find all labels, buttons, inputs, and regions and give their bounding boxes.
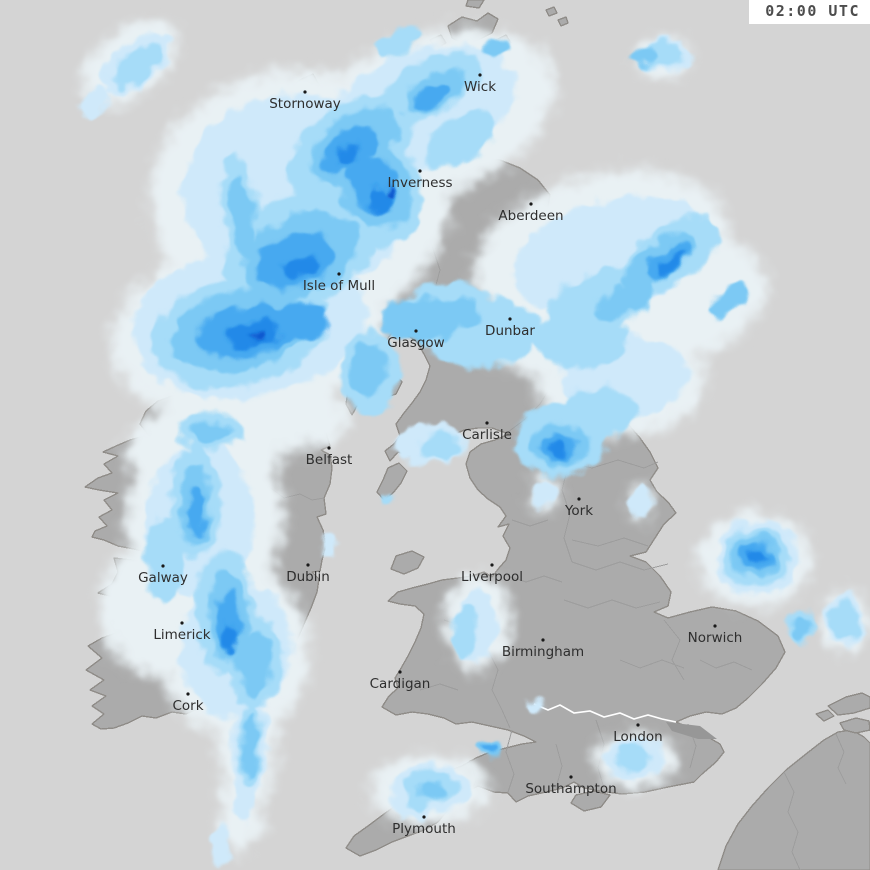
city-label: Inverness (387, 175, 452, 191)
city-label: Cork (172, 698, 203, 714)
city-dot (529, 202, 533, 206)
city-dot (303, 90, 307, 94)
precip-intensity-5 (223, 144, 765, 655)
city-marker-cork: Cork (172, 692, 204, 714)
city-dot (327, 446, 331, 450)
city-dot (490, 563, 494, 567)
city-label: Liverpool (461, 569, 523, 585)
city-marker-carlisle: Carlisle (462, 421, 512, 443)
city-label: Wick (464, 79, 496, 95)
precipitation-layer (79, 18, 869, 867)
city-marker-norwich: Norwich (688, 624, 743, 646)
city-marker-dublin: Dublin (286, 563, 330, 585)
isle-of-wight (570, 790, 611, 812)
anglesey (390, 550, 425, 575)
city-dot (180, 621, 184, 625)
city-dot (541, 638, 545, 642)
city-label: Limerick (153, 627, 210, 643)
city-label: Glasgow (387, 335, 444, 351)
city-label: York (564, 503, 593, 519)
city-marker-cardigan: Cardigan (370, 670, 431, 692)
city-label: Aberdeen (498, 208, 563, 224)
city-marker-plymouth: Plymouth (392, 815, 456, 837)
isle-of-man (376, 462, 408, 501)
precip-intensity-6 (252, 185, 394, 342)
city-label: Isle of Mull (303, 278, 375, 294)
city-marker-inverness: Inverness (387, 169, 453, 191)
city-dot (418, 169, 422, 173)
city-marker-southampton: Southampton (525, 775, 617, 797)
city-dot (414, 329, 418, 333)
continental-europe (717, 729, 870, 870)
city-label: Cardigan (370, 676, 431, 692)
city-dot (337, 272, 341, 276)
city-dot (569, 775, 573, 779)
city-marker-aberdeen: Aberdeen (498, 202, 564, 224)
thames-estuary (666, 722, 717, 739)
city-label: Norwich (688, 630, 743, 646)
city-dot (577, 497, 581, 501)
city-dot (636, 723, 640, 727)
city-label: Birmingham (502, 644, 584, 660)
city-label: Dunbar (485, 323, 535, 339)
city-dot (508, 317, 512, 321)
precip-intensity-4 (187, 84, 773, 755)
city-dot (306, 563, 310, 567)
city-marker-liverpool: Liverpool (461, 563, 523, 585)
city-marker-isle-of-mull: Isle of Mull (303, 272, 375, 294)
city-dot (485, 421, 489, 425)
city-marker-galway: Galway (138, 564, 188, 586)
city-label: Southampton (525, 781, 616, 797)
city-label: Galway (138, 570, 188, 586)
city-marker-stornoway: Stornoway (269, 90, 341, 112)
city-label: Dublin (286, 569, 330, 585)
city-dot (713, 624, 717, 628)
city-label: Stornoway (269, 96, 341, 112)
city-marker-belfast: Belfast (306, 446, 353, 468)
city-marker-dunbar: Dunbar (485, 317, 535, 339)
city-label: Carlisle (462, 427, 512, 443)
thames-river (533, 703, 677, 723)
city-marker-london: London (613, 723, 663, 745)
city-label: London (613, 729, 663, 745)
city-dot (478, 73, 482, 77)
city-layer: Stornoway Wick Inverness Aberdeen Isle of Mu… (138, 73, 742, 837)
city-marker-glasgow: Glasgow (387, 329, 445, 351)
city-dot (186, 692, 190, 696)
city-marker-york: York (564, 497, 593, 519)
city-marker-wick: Wick (464, 73, 496, 95)
city-label: Belfast (306, 452, 353, 468)
city-dot (422, 815, 426, 819)
timestamp: 02:00 UTC (749, 0, 870, 24)
city-label: Plymouth (392, 821, 456, 837)
city-dot (398, 670, 402, 674)
dutch-islands (815, 692, 870, 734)
city-marker-limerick: Limerick (153, 621, 211, 643)
city-marker-birmingham: Birmingham (502, 638, 584, 660)
city-dot (161, 564, 165, 568)
